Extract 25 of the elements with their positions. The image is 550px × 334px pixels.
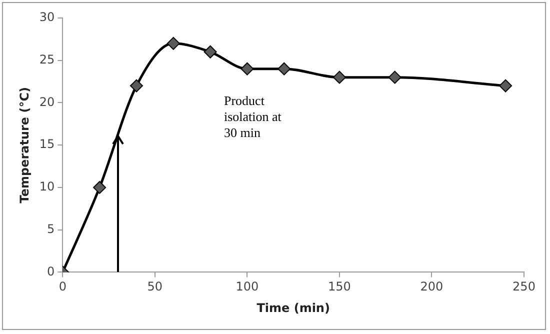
y-tick-label: 10 xyxy=(39,180,55,194)
point xyxy=(204,45,217,58)
x-tick-label: 250 xyxy=(512,280,536,294)
point xyxy=(499,79,512,92)
point xyxy=(240,62,254,76)
y-tick-label: 30 xyxy=(39,10,55,24)
y-tick-label: 15 xyxy=(39,137,55,152)
point xyxy=(278,62,291,76)
point xyxy=(388,70,402,84)
x-axis-title: Time (min) xyxy=(256,300,330,315)
point xyxy=(93,180,106,194)
y-tick-label: 25 xyxy=(39,52,55,66)
point xyxy=(166,36,180,50)
x-tick-label: 150 xyxy=(328,280,351,294)
x-tick-label: 200 xyxy=(420,280,444,294)
x-tick-label: 100 xyxy=(236,280,259,294)
annotation: Product isolation at 30 min xyxy=(224,93,282,141)
y-axis-title: Temperature (°C) xyxy=(17,86,32,204)
y-tick-label: 0 xyxy=(47,264,55,278)
y-tick-label: 5 xyxy=(47,222,55,236)
y-tick-label: 20 xyxy=(39,94,55,109)
x-tick-label: 50 xyxy=(147,280,163,294)
point xyxy=(130,79,143,92)
x-tick-label: 0 xyxy=(58,280,66,294)
point xyxy=(332,70,346,84)
